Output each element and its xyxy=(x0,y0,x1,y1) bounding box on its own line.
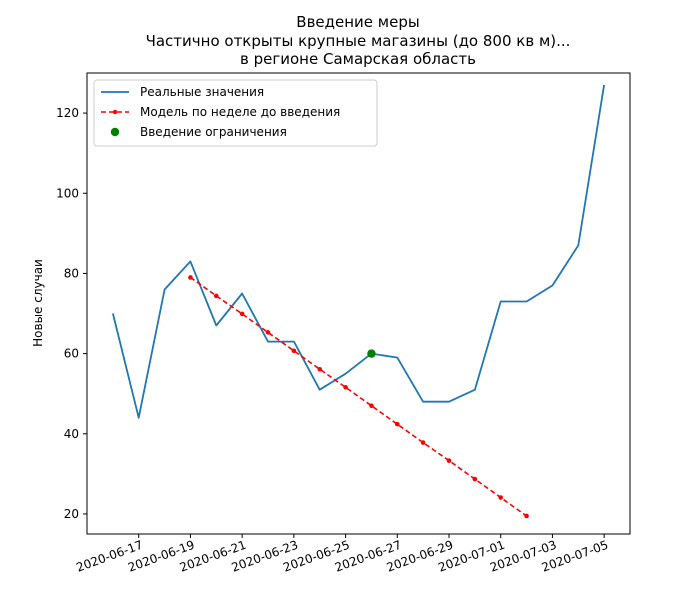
series-1-point-10 xyxy=(446,458,452,463)
series-1-point-7 xyxy=(369,403,374,409)
series-1-point-8 xyxy=(394,421,400,427)
series-line-1 xyxy=(189,276,528,517)
legend-box xyxy=(93,79,378,147)
y-tick-label-1: 40 xyxy=(64,427,79,441)
restriction-marker-point xyxy=(367,349,376,358)
y-tick-label-3: 80 xyxy=(64,266,79,280)
series-1-point-5 xyxy=(317,366,323,372)
plot-markers xyxy=(188,275,529,519)
y-tick-label-4: 100 xyxy=(56,186,79,200)
chart-title-line-2: Частично открыты крупные магазины (до 80… xyxy=(146,32,571,50)
series-1-point-2 xyxy=(239,311,245,317)
series-1-point-9 xyxy=(420,440,426,445)
series-1-point-13 xyxy=(524,513,529,519)
y-tick-label-5: 120 xyxy=(56,106,79,120)
legend-swatch-marker xyxy=(110,127,120,137)
series-1-point-11 xyxy=(472,476,478,482)
chart-title-line-3: в регионе Самарская область xyxy=(240,50,476,68)
series-1-point-1 xyxy=(213,293,219,299)
series-1-point-3 xyxy=(265,330,271,335)
series-1-point-0 xyxy=(188,275,193,280)
series-1-point-12 xyxy=(498,495,504,500)
legend-label-marker: Введение ограничения xyxy=(140,125,287,139)
y-axis-label: Новые случаи xyxy=(31,259,45,347)
legend-swatch-model-dot xyxy=(112,109,118,115)
chart-title-line-1: Введение меры xyxy=(296,13,419,31)
y-tick-label-2: 60 xyxy=(64,347,79,361)
legend-label-model: Модель по неделе до введения xyxy=(140,105,340,119)
y-axis: 20 40 60 80 100 120 xyxy=(56,106,87,521)
plot-lines xyxy=(112,84,605,517)
series-line-0 xyxy=(112,84,605,419)
y-tick-label-0: 20 xyxy=(64,507,79,521)
legend-label-real: Реальные значения xyxy=(140,85,264,99)
series-1-point-4 xyxy=(291,348,297,354)
series-1-point-6 xyxy=(343,384,348,390)
x-axis: 2020-06-172020-06-192020-06-212020-06-23… xyxy=(74,534,610,575)
chart-title: Введение меры Частично открыты крупные м… xyxy=(146,13,571,68)
legend: Реальные значения Модель по неделе до вв… xyxy=(93,79,378,147)
plot-area-frame xyxy=(86,72,631,535)
